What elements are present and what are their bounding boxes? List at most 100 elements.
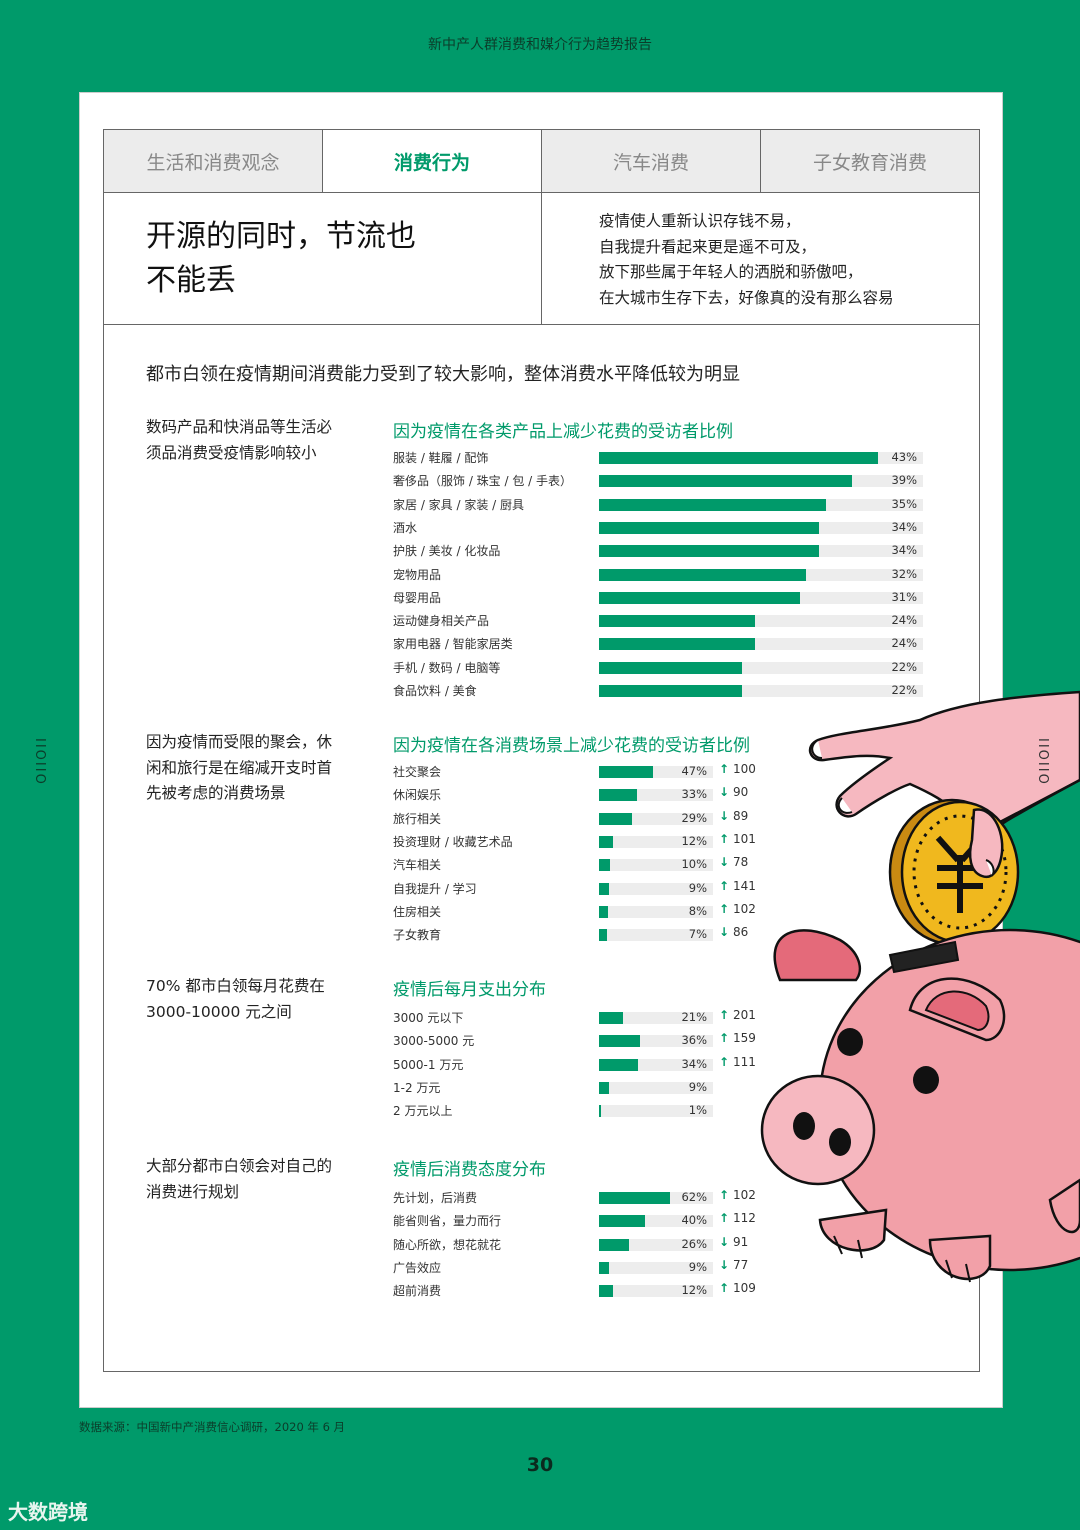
bar-value-label: 1%	[688, 1103, 707, 1118]
bar-value-label: 9%	[688, 1079, 707, 1094]
bar-label: 3000 元以下	[393, 1011, 464, 1025]
bar-track: 22%	[599, 683, 923, 697]
arrow-up-icon: ↑	[719, 901, 730, 916]
bar-label: 护肤 / 美妆 / 化妆品	[393, 544, 501, 559]
bar-track: 29%	[599, 811, 713, 825]
bar-label: 宠物用品	[393, 567, 442, 582]
bar-track: 43%	[599, 450, 923, 464]
bar-track: 33%	[599, 787, 713, 802]
bar-label: 住房相关	[393, 904, 442, 919]
side-decoration-right: IIOIIO	[1035, 738, 1050, 786]
bar-label: 社交聚会	[393, 765, 442, 779]
section-desc-scenes: 因为疫情而受限的聚会，休闲和旅行是在缩减开支时首先被考虑的消费场景	[146, 733, 333, 802]
section-desc-attitude: 大部分都市白领会对自己的消费进行规划	[146, 1157, 333, 1201]
bar	[599, 1285, 613, 1298]
bar	[599, 766, 653, 778]
bar	[599, 521, 820, 534]
bar-value-label: 10%	[681, 857, 707, 872]
index-number: 159	[733, 1031, 756, 1046]
index-number: 86	[733, 925, 749, 940]
bar-label: 5000-1 万元	[393, 1057, 464, 1072]
arrow-down-icon: ↓	[719, 855, 730, 870]
index-value: ↑ 102	[719, 902, 756, 916]
bar-track: 8%	[599, 903, 713, 918]
bar-label: 运动健身相关产品	[393, 614, 490, 629]
bar-track: 12%	[599, 833, 713, 848]
bar-label: 广告效应	[393, 1260, 442, 1275]
index-value: ↑ 112	[719, 1211, 756, 1225]
bar-track: 7%	[599, 927, 713, 942]
bar-track: 34%	[599, 1056, 713, 1071]
bar-track: 22%	[599, 659, 923, 674]
arrow-up-icon: ↑	[719, 1031, 730, 1046]
intro-line-3: 放下那些属于年轻人的洒脱和骄傲吧，	[599, 263, 863, 281]
bar	[599, 591, 800, 604]
arrow-up-icon: ↑	[719, 762, 730, 776]
bar-value-label: 24%	[891, 613, 917, 628]
bar-value-label: 8%	[688, 903, 707, 918]
index-value: ↑ 159	[719, 1031, 756, 1045]
bar-value-label: 21%	[681, 1010, 707, 1024]
bar-value-label: 34%	[681, 1056, 707, 1071]
bar-value-label: 34%	[891, 519, 917, 534]
bar-label: 汽车相关	[393, 858, 442, 873]
index-value: ↑ 100	[719, 762, 756, 776]
bar-label: 子女教育	[393, 928, 442, 943]
bar-value-label: 9%	[688, 1259, 707, 1274]
index-number: 102	[733, 901, 756, 916]
arrow-up-icon: ↑	[719, 1008, 730, 1022]
bar-label: 先计划，后消费	[393, 1191, 478, 1205]
intro-text: 疫情使人重新认识存钱不易， 自我提升看起来更是遥不可及， 放下那些属于年轻人的洒…	[599, 209, 894, 311]
bar-track: 40%	[599, 1213, 713, 1228]
bar-value-label: 34%	[891, 543, 917, 558]
chart-title-products: 因为疫情在各类产品上减少花费的受访者比例	[393, 422, 733, 442]
bar-track: 39%	[599, 473, 923, 488]
bar-value-label: 43%	[891, 450, 917, 464]
bar-track: 34%	[599, 519, 923, 534]
arrow-up-icon: ↑	[719, 1281, 730, 1296]
section-desc-products: 数码产品和快消品等生活必须品消费受疫情影响较小	[146, 418, 333, 462]
bar-track: 10%	[599, 857, 713, 872]
bar-label: 家居 / 家具 / 家装 / 厨具	[393, 497, 525, 512]
index-value: ↓ 89	[719, 809, 748, 823]
arrow-down-icon: ↓	[719, 808, 730, 823]
report-title: 新中产人群消费和媒介行为趋势报告	[428, 37, 652, 53]
bar	[599, 638, 755, 651]
bar	[599, 615, 755, 628]
bar-track: 26%	[599, 1237, 713, 1251]
chart-title-monthly-spend: 疫情后每月支出分布	[393, 980, 546, 1000]
tab-car-consumption[interactable]: 汽车消费	[542, 130, 761, 192]
bar	[599, 498, 826, 511]
bar	[599, 835, 613, 848]
bar-label: 奢侈品（服饰 / 珠宝 / 包 / 手表）	[393, 474, 573, 489]
index-number: 90	[733, 785, 749, 800]
section-desc-monthly-spend: 70% 都市白领每月花费在 3000-10000 元之间	[146, 977, 325, 1021]
index-value: ↑ 101	[719, 832, 756, 846]
index-number: 77	[733, 1257, 749, 1272]
index-value: ↓ 90	[719, 785, 748, 799]
bar-value-label: 22%	[891, 659, 917, 674]
index-value: ↓ 91	[719, 1235, 748, 1249]
bar-value-label: 31%	[891, 589, 917, 604]
bar-label: 家用电器 / 智能家居类	[393, 637, 513, 652]
bar-track: 36%	[599, 1033, 713, 1048]
bar-value-label: 35%	[891, 496, 917, 511]
arrow-down-icon: ↓	[719, 785, 730, 800]
index-number: 100	[733, 762, 756, 776]
bar-label: 1-2 万元	[393, 1080, 441, 1095]
bar-label: 超前消费	[393, 1284, 442, 1299]
bar-value-label: 12%	[681, 833, 707, 848]
arrow-up-icon: ↑	[719, 1188, 730, 1202]
index-number: 111	[733, 1054, 756, 1069]
index-number: 101	[733, 831, 756, 846]
bar-value-label: 47%	[681, 764, 707, 778]
index-number: 78	[733, 855, 749, 870]
tab-consumer-behavior[interactable]: 消费行为	[323, 130, 542, 192]
tab-lifestyle[interactable]: 生活和消费观念	[104, 130, 323, 192]
bar	[599, 1035, 641, 1048]
arrow-up-icon: ↑	[719, 878, 730, 893]
bar	[599, 1192, 670, 1204]
data-source: 数据来源：中国新中产消费信心调研，2020 年 6 月	[79, 1420, 346, 1434]
headline-row: 开源的同时，节流也 不能丢 疫情使人重新认识存钱不易， 自我提升看起来更是遥不可…	[104, 193, 979, 325]
tab-education-consumption[interactable]: 子女教育消费	[761, 130, 979, 192]
